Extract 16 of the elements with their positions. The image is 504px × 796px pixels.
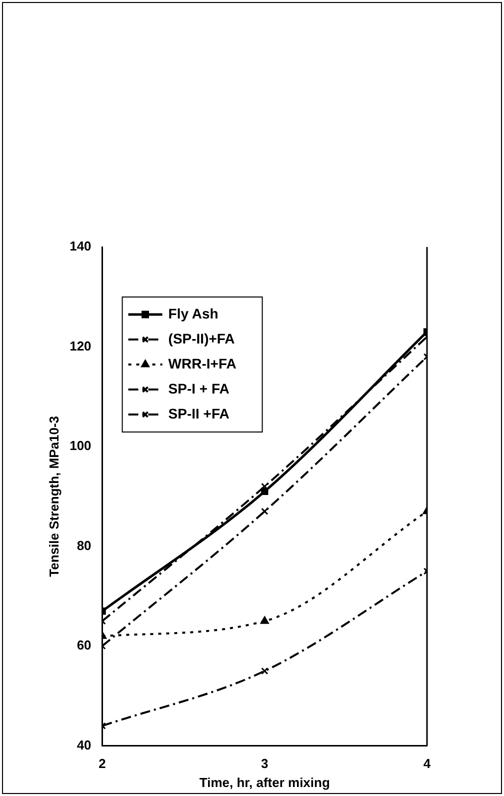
x-tick-label: 3 xyxy=(261,756,268,772)
legend-label: SP-II +FA xyxy=(168,405,230,422)
legend-label: (SP-II)+FA xyxy=(168,330,235,346)
y-tick-label: 100 xyxy=(70,438,92,454)
legend-label: SP-I + FA xyxy=(168,380,230,396)
y-tick-label: 80 xyxy=(76,538,92,553)
legend-label: Fly Ash xyxy=(168,305,218,322)
x-tick-label: 2 xyxy=(98,756,106,772)
y-tick-label: 140 xyxy=(70,238,92,254)
x-axis-title: Time, hr, after mixing xyxy=(199,774,330,790)
y-tick-label: 40 xyxy=(76,737,92,752)
x-tick-label: 4 xyxy=(423,756,432,772)
y-axis-title: Tensile Strength, MPa10-3 xyxy=(46,416,62,577)
y-tick-label: 120 xyxy=(70,338,92,354)
legend-label: WRR-I+FA xyxy=(168,355,236,372)
y-tick-label: 60 xyxy=(76,638,92,653)
